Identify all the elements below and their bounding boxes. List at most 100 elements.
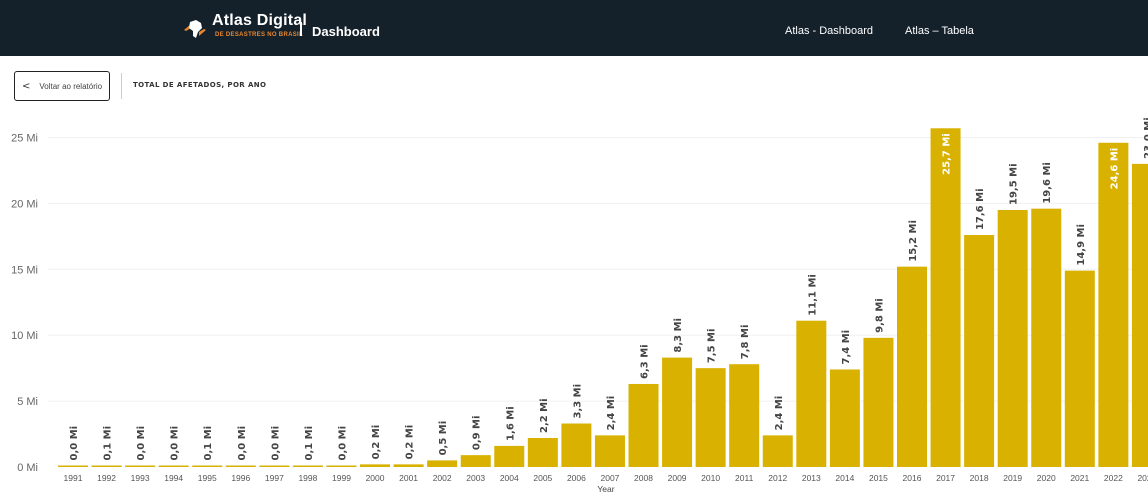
x-tick-label: 2000 (366, 473, 385, 483)
bar (1064, 270, 1095, 467)
x-tick-label: 2009 (668, 473, 687, 483)
data-label: 0,9 Mi (472, 416, 483, 451)
data-label: 0,2 Mi (371, 425, 382, 460)
x-tick-label: 2001 (399, 473, 418, 483)
data-label: 0,0 Mi (170, 426, 181, 461)
data-label: 11,1 Mi (807, 274, 818, 316)
bar (326, 465, 357, 467)
y-tick-label: 20 Mi (11, 198, 38, 210)
bar (1031, 208, 1062, 467)
data-label: 15,2 Mi (908, 220, 919, 262)
bar (829, 369, 860, 467)
data-label: 2,4 Mi (774, 396, 785, 431)
back-to-report-button[interactable]: < Voltar ao relatório (14, 71, 110, 101)
data-label: 19,6 Mi (1042, 162, 1053, 204)
bar (192, 465, 223, 467)
y-tick-label: 15 Mi (11, 264, 38, 276)
x-tick-label: 1995 (198, 473, 217, 483)
bar (58, 465, 88, 467)
bar (427, 460, 458, 467)
bar (796, 320, 827, 467)
chevron-left-icon: < (22, 80, 31, 92)
x-tick-label: 2017 (936, 473, 955, 483)
toolbar-divider (121, 73, 122, 99)
x-tick-label: 2014 (835, 473, 854, 483)
data-label: 14,9 Mi (1076, 224, 1087, 266)
bar (729, 364, 760, 467)
data-label: 9,8 Mi (874, 298, 885, 333)
x-tick-label: 2003 (466, 473, 485, 483)
x-tick-label: 2010 (701, 473, 720, 483)
brand-subtitle: DE DESASTRES NO BRASIL (215, 32, 303, 38)
x-tick-label: 2002 (433, 473, 452, 483)
x-tick-label: 1998 (298, 473, 317, 483)
x-tick-label: 2004 (500, 473, 519, 483)
x-tick-label: 1996 (231, 473, 250, 483)
y-tick-label: 5 Mi (17, 396, 38, 408)
data-label: 24,6 Mi (1109, 148, 1120, 190)
data-label: 0,0 Mi (337, 426, 348, 461)
bar (1098, 142, 1129, 467)
x-tick-label: 2011 (735, 473, 754, 483)
x-tick-label: 1993 (131, 473, 150, 483)
data-label: 0,1 Mi (304, 426, 315, 461)
x-tick-label: 1999 (332, 473, 351, 483)
data-label: 2,2 Mi (539, 398, 550, 433)
bar (527, 438, 558, 467)
data-label: 23,0 Mi (1143, 117, 1148, 159)
y-tick-label: 10 Mi (11, 330, 38, 342)
bar (762, 435, 793, 467)
bar (158, 465, 189, 467)
x-tick-label: 1991 (64, 473, 83, 483)
nav-link-atlas-tabela[interactable]: Atlas – Tabela (905, 25, 974, 37)
x-tick-label: 1994 (164, 473, 183, 483)
x-tick-label: 2021 (1070, 473, 1089, 483)
bar (225, 465, 256, 467)
bar (930, 128, 961, 468)
data-label: 0,1 Mi (103, 426, 114, 461)
dashboard-title: Dashboard (312, 24, 380, 39)
bar (360, 464, 391, 467)
bar (460, 455, 491, 467)
x-axis-title: Year (597, 484, 614, 494)
x-tick-label: 1992 (97, 473, 116, 483)
data-label: 0,0 Mi (69, 426, 80, 461)
x-tick-label: 2006 (567, 473, 586, 483)
bar (1131, 163, 1148, 468)
y-tick-label: 25 Mi (11, 133, 38, 145)
bar (125, 465, 156, 467)
x-tick-label: 2013 (802, 473, 821, 483)
nav-link-atlas-dashboard[interactable]: Atlas - Dashboard (785, 25, 874, 37)
data-label: 8,3 Mi (673, 318, 684, 353)
data-label: 1,6 Mi (505, 406, 516, 441)
data-label: 19,5 Mi (1009, 163, 1020, 205)
data-label: 0,0 Mi (270, 426, 281, 461)
x-tick-label: 2015 (869, 473, 888, 483)
x-tick-label: 1997 (265, 473, 284, 483)
bar (292, 465, 323, 467)
data-label: 0,2 Mi (405, 425, 416, 460)
x-tick-label: 2005 (533, 473, 552, 483)
data-label: 0,0 Mi (237, 426, 248, 461)
page-title: TOTAL DE AFETADOS, POR ANO (133, 81, 267, 89)
x-tick-label: 2018 (970, 473, 989, 483)
data-label: 7,5 Mi (707, 329, 718, 364)
brazil-map-logo-icon (184, 20, 206, 38)
x-tick-label: 2022 (1104, 473, 1123, 483)
x-tick-label: 2008 (634, 473, 653, 483)
x-tick-label: 2016 (903, 473, 922, 483)
bar (561, 423, 592, 467)
data-label: 7,8 Mi (740, 325, 751, 360)
top-navbar: Atlas Digital DE DESASTRES NO BRASIL Das… (0, 0, 1148, 56)
bar (863, 337, 894, 467)
x-tick-label: 2012 (768, 473, 787, 483)
bar (695, 368, 726, 467)
x-tick-label: 2007 (600, 473, 619, 483)
data-label: 7,4 Mi (841, 330, 852, 365)
x-tick-label: 2019 (1003, 473, 1022, 483)
bar (662, 357, 693, 467)
bar (91, 465, 122, 467)
bar (594, 435, 625, 467)
